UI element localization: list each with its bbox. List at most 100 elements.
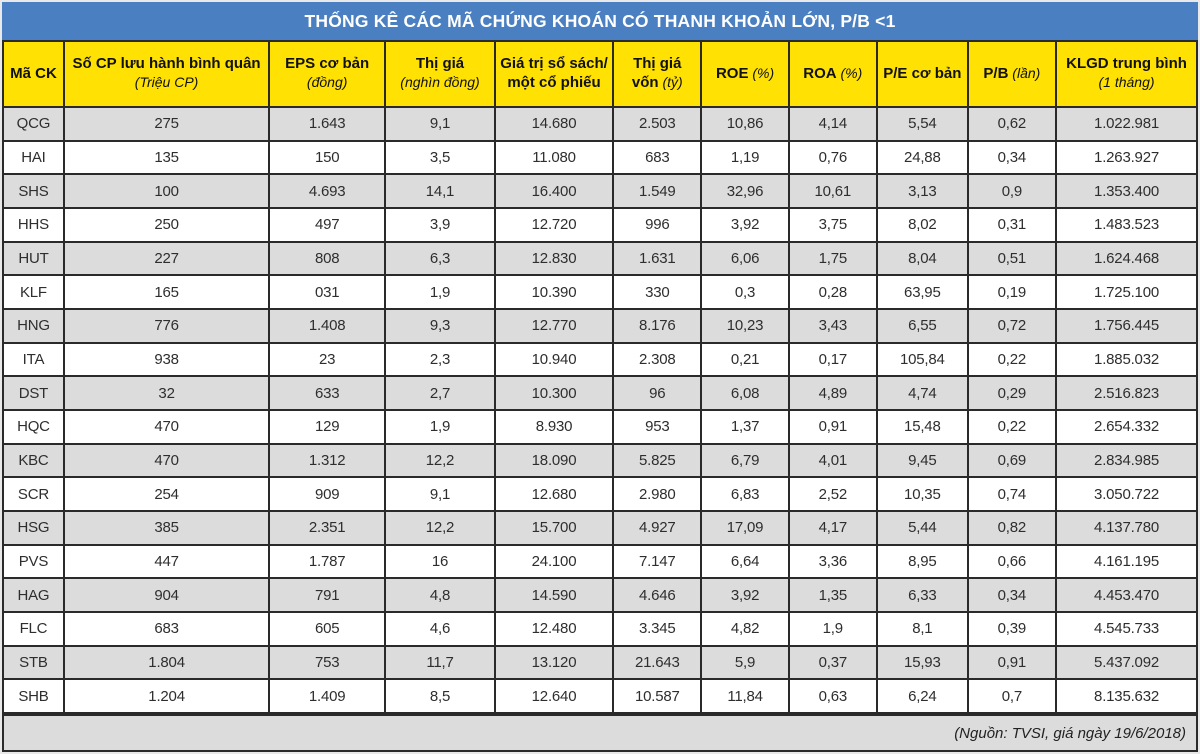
value-cell: 10,23 bbox=[700, 307, 790, 344]
value-cell: 100 bbox=[62, 173, 271, 209]
table-body: QCG 275 1.643 9,1 14.680 2.503 10,86 4,14 5,54 0,… bbox=[2, 106, 1198, 714]
value-cell: 1.263.927 bbox=[1055, 139, 1198, 176]
value-cell: 6,83 bbox=[700, 476, 790, 512]
value-cell: 0,31 bbox=[966, 206, 1058, 243]
value-cell: 4,6 bbox=[384, 610, 496, 647]
ticker-cell: PVS bbox=[2, 543, 65, 580]
value-cell: 4.453.470 bbox=[1055, 577, 1198, 613]
table-row-klf: KLF 165 031 1,9 10.390 330 0,3 0,28 63,95 0,19 1.7… bbox=[2, 274, 1198, 310]
table-row-scr: SCR 254 909 9,1 12.680 2.980 6,83 2,52 10,35 0,74… bbox=[2, 476, 1198, 512]
table-row-hsg: HSG 385 2.351 12,2 15.700 4.927 17,09 4,17 5,44 0… bbox=[2, 509, 1198, 546]
column-header-pe-co-ban: P/E cơ bản bbox=[875, 40, 969, 108]
value-cell: 6,06 bbox=[700, 240, 790, 277]
column-header-klgd: KLGD trung bình (1 tháng) bbox=[1055, 40, 1198, 108]
value-cell: 250 bbox=[62, 206, 271, 243]
ticker-cell: ITA bbox=[2, 341, 65, 378]
ticker-cell: KLF bbox=[2, 274, 65, 310]
value-cell: 2,52 bbox=[787, 476, 878, 512]
value-cell: 8,1 bbox=[875, 610, 969, 647]
value-cell: 1.787 bbox=[268, 543, 387, 580]
value-cell: 1.022.981 bbox=[1055, 106, 1198, 142]
value-cell: 13.120 bbox=[493, 644, 615, 681]
value-cell: 0,7 bbox=[966, 678, 1058, 714]
value-cell: 2,3 bbox=[384, 341, 496, 378]
value-cell: 15,93 bbox=[875, 644, 969, 681]
value-cell: 11,7 bbox=[384, 644, 496, 681]
ticker-cell: KBC bbox=[2, 442, 65, 479]
column-header-roa: ROA (%) bbox=[787, 40, 878, 108]
value-cell: 12.830 bbox=[493, 240, 615, 277]
value-cell: 385 bbox=[62, 509, 271, 546]
value-cell: 4,74 bbox=[875, 375, 969, 411]
value-cell: 12,2 bbox=[384, 509, 496, 546]
value-cell: 10,61 bbox=[787, 173, 878, 209]
ticker-cell: HNG bbox=[2, 307, 65, 344]
value-cell: 0,74 bbox=[966, 476, 1058, 512]
value-cell: 8,04 bbox=[875, 240, 969, 277]
value-cell: 1.756.445 bbox=[1055, 307, 1198, 344]
table-header: Mã CK Số CP lưu hành bình quân (Triệu CP) E… bbox=[2, 40, 1198, 108]
value-cell: 1.885.032 bbox=[1055, 341, 1198, 378]
value-cell: 135 bbox=[62, 139, 271, 176]
ticker-cell: HAI bbox=[2, 139, 65, 176]
value-cell: 904 bbox=[62, 577, 271, 613]
value-cell: 12,2 bbox=[384, 442, 496, 479]
value-cell: 996 bbox=[612, 206, 703, 243]
value-cell: 24.100 bbox=[493, 543, 615, 580]
value-cell: 3,92 bbox=[700, 206, 790, 243]
value-cell: 12.680 bbox=[493, 476, 615, 512]
value-cell: 2.654.332 bbox=[1055, 408, 1198, 445]
value-cell: 4,8 bbox=[384, 577, 496, 613]
value-cell: 1.204 bbox=[62, 678, 271, 714]
value-cell: 4.161.195 bbox=[1055, 543, 1198, 580]
value-cell: 10.587 bbox=[612, 678, 703, 714]
stock-table: Mã CK Số CP lưu hành bình quân (Triệu CP) E… bbox=[2, 40, 1198, 714]
value-cell: 8,95 bbox=[875, 543, 969, 580]
value-cell: 9,1 bbox=[384, 106, 496, 142]
value-cell: 8,02 bbox=[875, 206, 969, 243]
value-cell: 11,84 bbox=[700, 678, 790, 714]
value-cell: 12.720 bbox=[493, 206, 615, 243]
value-cell: 254 bbox=[62, 476, 271, 512]
value-cell: 8.176 bbox=[612, 307, 703, 344]
value-cell: 1.353.400 bbox=[1055, 173, 1198, 209]
value-cell: 1,9 bbox=[787, 610, 878, 647]
table-row-qcg: QCG 275 1.643 9,1 14.680 2.503 10,86 4,14 5,54 0,… bbox=[2, 106, 1198, 142]
table-row-pvs: PVS 447 1.787 16 24.100 7.147 6,64 3,36 8,95 0,66… bbox=[2, 543, 1198, 580]
value-cell: 96 bbox=[612, 375, 703, 411]
value-cell: 6,33 bbox=[875, 577, 969, 613]
table-row-hai: HAI 135 150 3,5 11.080 683 1,19 0,76 24,88 0,34 1.… bbox=[2, 139, 1198, 176]
value-cell: 0,22 bbox=[966, 341, 1058, 378]
value-cell: 1.483.523 bbox=[1055, 206, 1198, 243]
value-cell: 470 bbox=[62, 442, 271, 479]
value-cell: 5.825 bbox=[612, 442, 703, 479]
value-cell: 24,88 bbox=[875, 139, 969, 176]
value-cell: 1,9 bbox=[384, 274, 496, 310]
value-cell: 0,19 bbox=[966, 274, 1058, 310]
value-cell: 470 bbox=[62, 408, 271, 445]
value-cell: 3,9 bbox=[384, 206, 496, 243]
value-cell: 14.590 bbox=[493, 577, 615, 613]
value-cell: 4,01 bbox=[787, 442, 878, 479]
value-cell: 150 bbox=[268, 139, 387, 176]
footer-bar: (Nguồn: TVSI, giá ngày 19/6/2018) bbox=[2, 714, 1198, 752]
value-cell: 3,36 bbox=[787, 543, 878, 580]
column-header-ma-ck: Mã CK bbox=[2, 40, 65, 108]
value-cell: 6,64 bbox=[700, 543, 790, 580]
value-cell: 1,9 bbox=[384, 408, 496, 445]
value-cell: 10.940 bbox=[493, 341, 615, 378]
value-cell: 32 bbox=[62, 375, 271, 411]
value-cell: 18.090 bbox=[493, 442, 615, 479]
value-cell: 2,7 bbox=[384, 375, 496, 411]
value-cell: 683 bbox=[612, 139, 703, 176]
value-cell: 447 bbox=[62, 543, 271, 580]
value-cell: 0,9 bbox=[966, 173, 1058, 209]
value-cell: 12.640 bbox=[493, 678, 615, 714]
value-cell: 12.480 bbox=[493, 610, 615, 647]
value-cell: 4.137.780 bbox=[1055, 509, 1198, 546]
source-note: (Nguồn: TVSI, giá ngày 19/6/2018) bbox=[954, 724, 1186, 742]
value-cell: 0,22 bbox=[966, 408, 1058, 445]
table-area: Mã CK Số CP lưu hành bình quân (Triệu CP) E… bbox=[2, 40, 1198, 714]
value-cell: 2.834.985 bbox=[1055, 442, 1198, 479]
table-row-hut: HUT 227 808 6,3 12.830 1.631 6,06 1,75 8,04 0,51 1… bbox=[2, 240, 1198, 277]
